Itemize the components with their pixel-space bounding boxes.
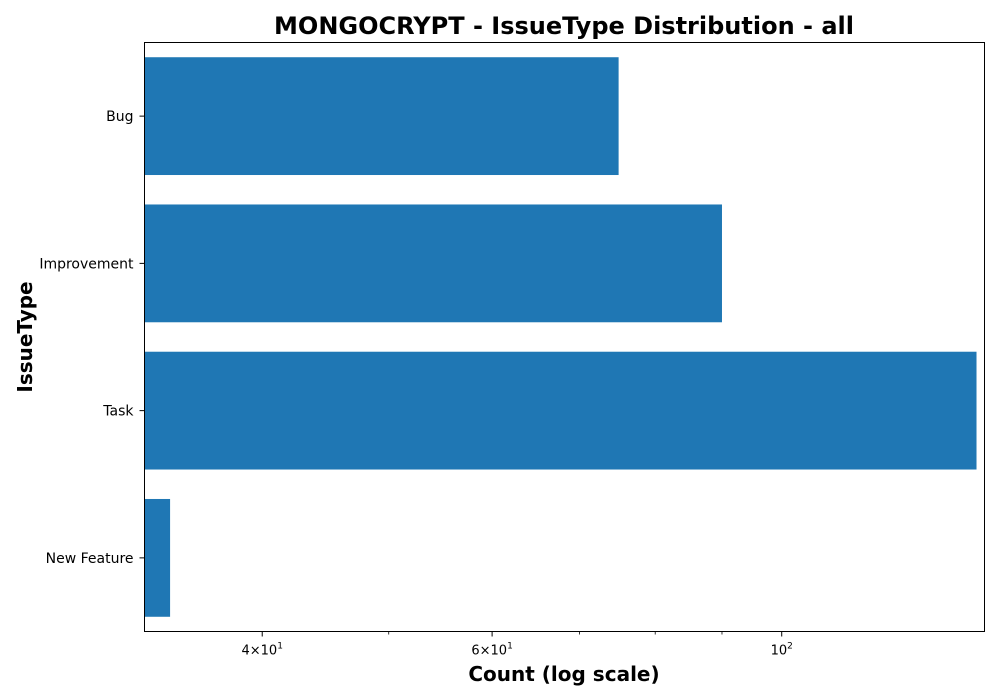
bar-improvement (144, 204, 722, 323)
bar-new-feature (144, 498, 171, 617)
plot-frame (144, 42, 985, 632)
bars-group (144, 57, 977, 617)
y-tick-label: New Feature (46, 551, 134, 567)
x-tick-label: 4×101 (241, 642, 282, 659)
x-axis-label: Count (log scale) (468, 662, 659, 686)
x-tick-label: 6×101 (471, 642, 512, 659)
y-tick-label: Task (102, 404, 134, 420)
y-tick-label: Bug (106, 109, 133, 125)
y-axis-label: IssueType (13, 281, 37, 392)
x-axis: 4×101 6×101 102 (241, 631, 793, 659)
y-tick-label: Improvement (39, 256, 134, 272)
bar-bug (144, 57, 619, 176)
y-axis: Bug Improvement Task New Feature (39, 109, 145, 567)
chart-title: MONGOCRYPT - IssueType Distribution - al… (274, 12, 854, 40)
x-tick-label: 102 (771, 642, 793, 659)
bar-task (144, 351, 977, 470)
